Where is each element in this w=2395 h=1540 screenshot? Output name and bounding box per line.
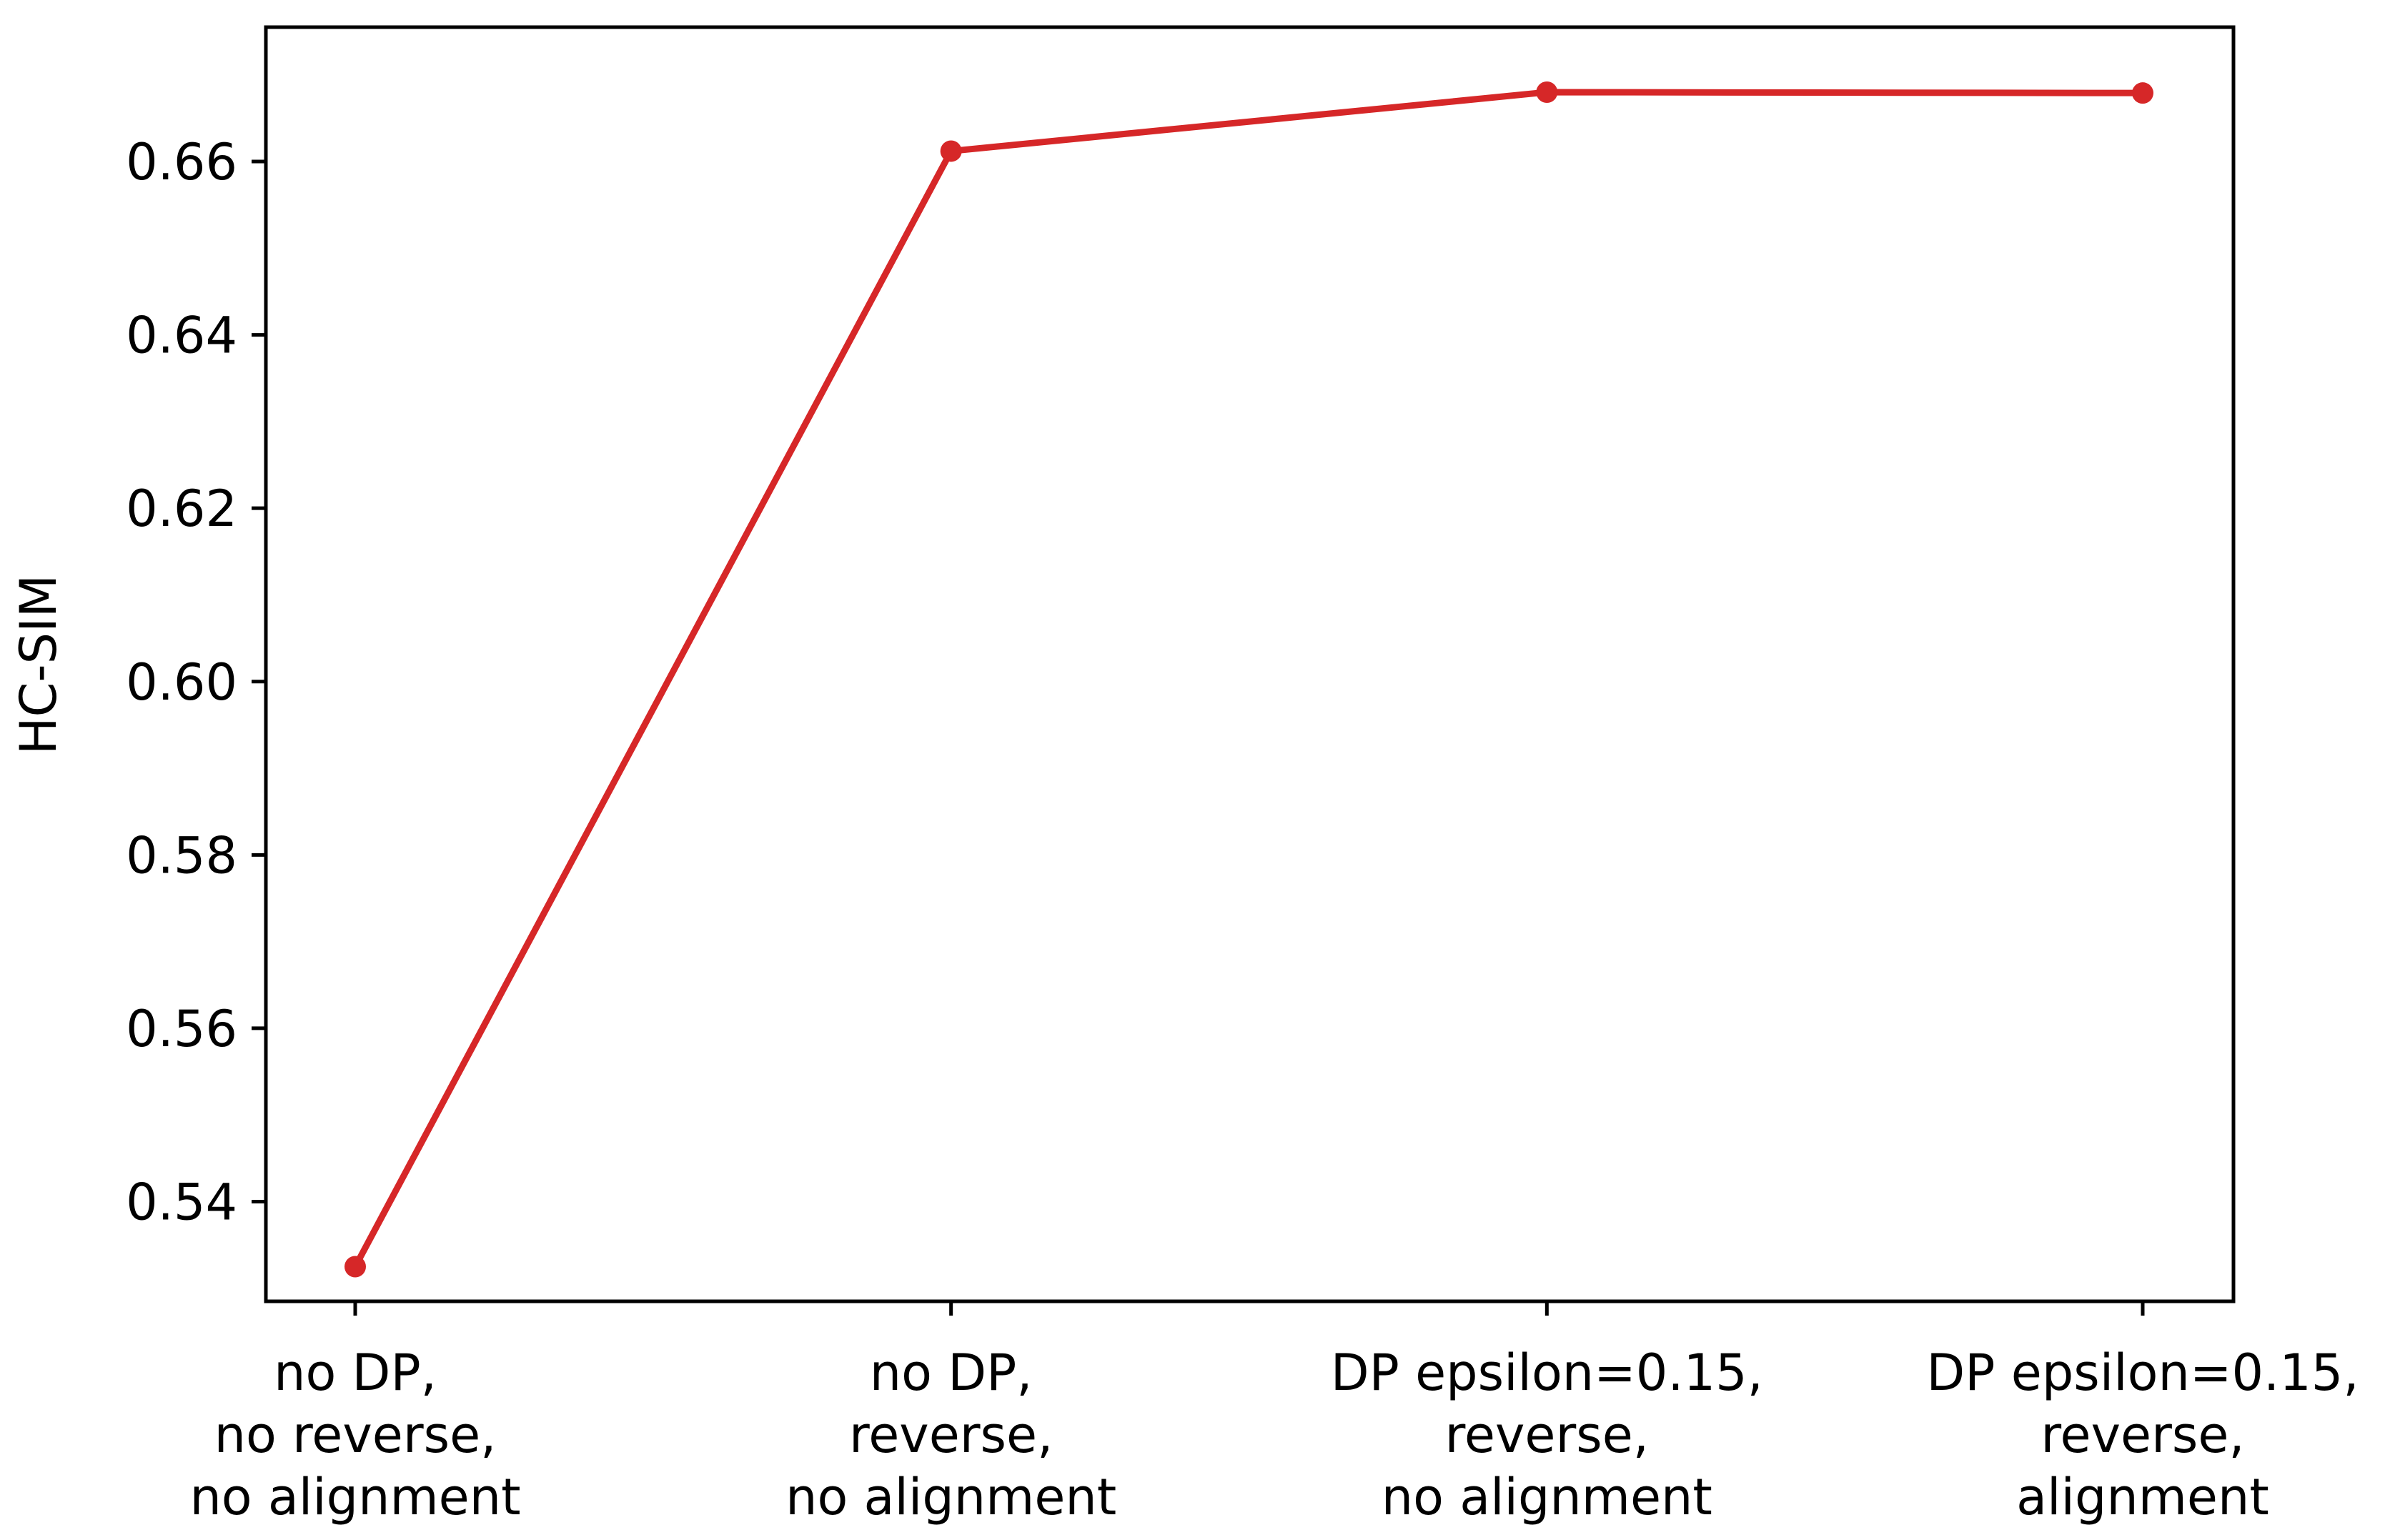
series-line	[352, 89, 2143, 1268]
x-tick-label-line: no alignment	[1382, 1468, 1712, 1526]
plot-frame	[264, 25, 2236, 1303]
y-tick-label: 0.66	[126, 133, 237, 192]
x-tick-label: DP epsilon=0.15, reverse, no alignment	[1331, 1343, 1763, 1526]
x-tick-label-line: DP epsilon=0.15,	[1331, 1343, 1763, 1402]
x-tick-label-line: no DP,	[274, 1343, 437, 1402]
x-tick-label: no DP, reverse, no alignment	[785, 1343, 1116, 1526]
data-point	[940, 140, 962, 162]
x-tick-label-line: no alignment	[189, 1468, 520, 1526]
y-tick-label: 0.56	[126, 1000, 237, 1058]
data-point	[1536, 81, 1558, 103]
y-tick-label: 0.58	[126, 826, 237, 885]
x-tick-label-line: alignment	[2016, 1468, 2269, 1526]
x-tick-label-line: reverse,	[849, 1406, 1053, 1464]
data-point	[2132, 82, 2153, 104]
y-tick-label: 0.54	[126, 1173, 237, 1232]
y-axis-label: HC-SIM	[9, 575, 68, 755]
x-tick-label-line: reverse,	[1445, 1406, 1649, 1464]
y-tick-label: 0.62	[126, 480, 237, 538]
y-tick-label: 0.64	[126, 307, 237, 365]
data-point	[344, 1256, 366, 1278]
x-tick-label: no DP, no reverse, no alignment	[189, 1343, 520, 1526]
x-tick-label-line: reverse,	[2041, 1406, 2244, 1464]
y-axis: 0.54 0.56 0.58 0.60 0.62 0.64 0.66	[126, 133, 266, 1232]
x-tick-label: DP epsilon=0.15, reverse, alignment	[1926, 1343, 2359, 1526]
x-tick-label-line: no DP,	[870, 1343, 1033, 1402]
x-tick-label-line: no alignment	[785, 1468, 1116, 1526]
series-layer	[344, 81, 2153, 1278]
y-tick-label: 0.60	[126, 653, 237, 712]
x-tick-label-line: DP epsilon=0.15,	[1926, 1343, 2359, 1402]
x-tick-label-line: no reverse,	[214, 1406, 497, 1464]
